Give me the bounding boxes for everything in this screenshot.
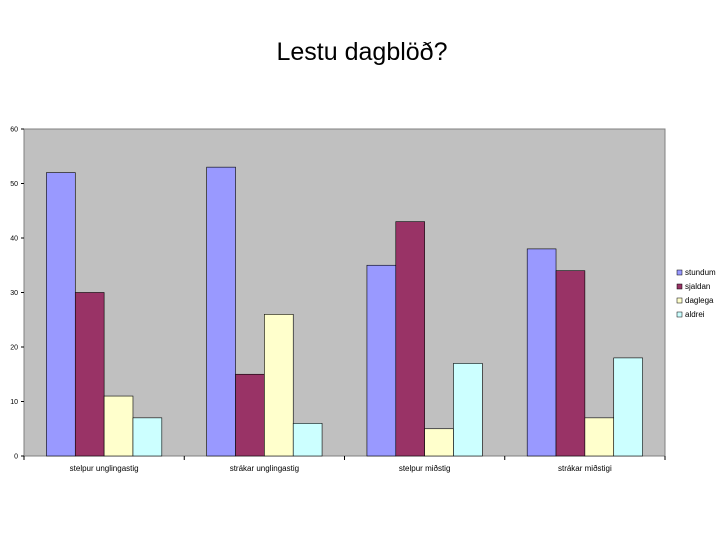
y-tick-label: 50 xyxy=(10,181,18,188)
y-tick-label: 40 xyxy=(10,236,18,243)
bar-stundum xyxy=(366,264,397,457)
legend-label: aldrei xyxy=(685,310,705,319)
bar-sjaldan xyxy=(555,270,586,457)
x-category-label: stelpur miðstig xyxy=(399,464,451,473)
x-axis: stelpur unglingastig strákar unglingastig… xyxy=(23,456,666,473)
y-axis: 0 10 20 30 40 50 60 xyxy=(10,127,24,461)
bar-aldrei xyxy=(613,357,643,457)
y-tick-label: 10 xyxy=(10,399,18,406)
bar-stundum xyxy=(526,248,557,457)
bar-aldrei xyxy=(292,422,323,457)
y-tick-label: 30 xyxy=(10,290,18,297)
bars xyxy=(46,166,643,457)
bar-aldrei xyxy=(453,363,483,457)
legend-label: daglega xyxy=(685,296,714,305)
legend-swatch xyxy=(676,283,683,290)
x-category-label: strákar miðstigi xyxy=(558,464,612,473)
bar-daglega xyxy=(424,428,454,457)
bar-sjaldan xyxy=(395,221,425,457)
x-category-label: stelpur unglingastig xyxy=(70,464,139,473)
legend-label: sjaldan xyxy=(685,282,710,291)
legend-label: stundum xyxy=(685,268,716,277)
bar-aldrei xyxy=(132,417,163,457)
y-tick-label: 0 xyxy=(14,454,18,461)
legend-swatch xyxy=(676,269,683,276)
legend: stundum sjaldan daglega aldrei xyxy=(676,268,716,319)
bar-stundum xyxy=(206,166,236,457)
legend-swatch xyxy=(676,311,683,318)
y-tick-label: 20 xyxy=(10,345,18,352)
bar-daglega xyxy=(264,313,294,457)
bar-sjaldan xyxy=(235,373,265,457)
x-category-label: strákar unglingastig xyxy=(230,464,299,473)
bar-stundum xyxy=(46,172,76,457)
bar-daglega xyxy=(584,417,615,457)
chart-title: Lestu dagblöð? xyxy=(276,38,448,66)
bar-daglega xyxy=(103,395,134,457)
bar-sjaldan xyxy=(74,292,105,457)
y-tick-label: 60 xyxy=(10,127,18,134)
legend-swatch xyxy=(676,297,683,304)
